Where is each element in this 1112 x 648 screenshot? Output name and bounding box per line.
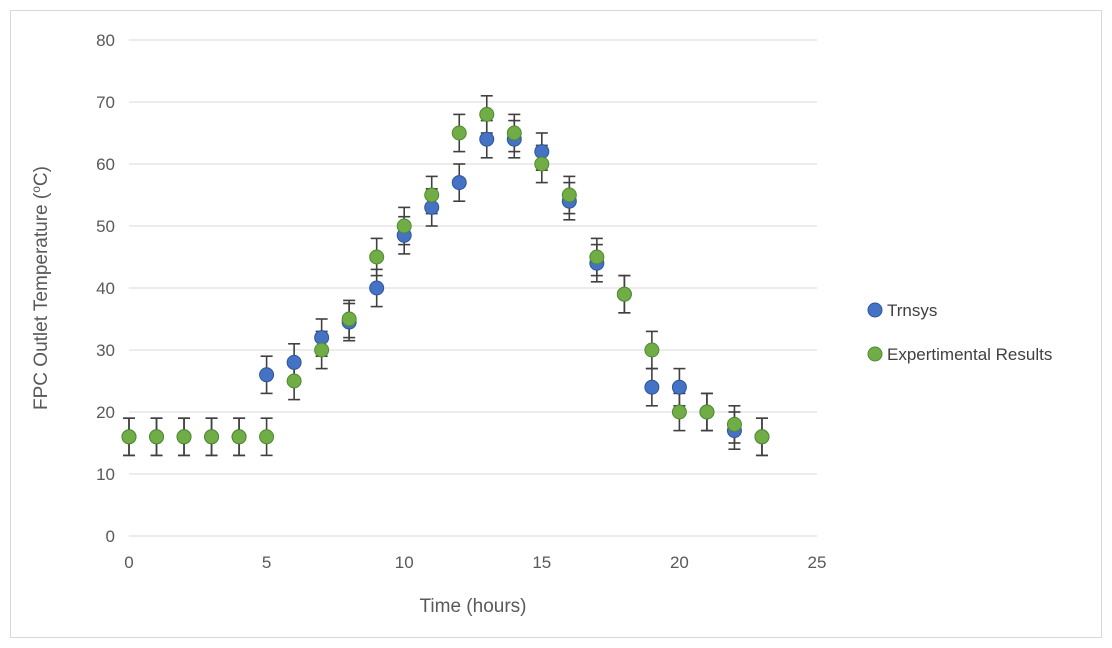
legend-marker-experimental — [867, 346, 883, 362]
experimental-point — [451, 125, 467, 141]
experimental-point — [754, 429, 770, 445]
experimental-point — [699, 404, 715, 420]
y-tick-label: 20 — [96, 403, 115, 422]
y-tick-label: 0 — [106, 527, 115, 546]
x-tick-label: 20 — [670, 553, 689, 572]
x-tick-label: 15 — [532, 553, 551, 572]
y-tick-label: 10 — [96, 465, 115, 484]
y-axis-ticks: 0 10 20 30 40 50 60 70 80 — [96, 31, 115, 546]
x-axis-title: Time (hours) — [420, 596, 527, 617]
x-tick-label: 25 — [808, 553, 827, 572]
experimental-point — [149, 429, 165, 445]
legend-label-experimental: Expertimental Results — [887, 345, 1052, 364]
experimental-point — [561, 187, 577, 203]
legend-marker-trnsys — [867, 302, 883, 318]
legend: Trnsys Expertimental Results — [867, 301, 1052, 364]
experimental-point — [589, 249, 605, 265]
x-tick-label: 10 — [395, 553, 414, 572]
experimental-point — [369, 249, 385, 265]
trnsys-point — [479, 131, 495, 147]
trnsys-point — [369, 280, 385, 296]
x-tick-label: 0 — [124, 553, 133, 572]
x-axis-ticks: 0 5 10 15 20 25 — [124, 553, 826, 572]
y-axis-title: FPC Outlet Temperature (oC) — [29, 166, 52, 410]
y-tick-label: 70 — [96, 93, 115, 112]
experimental-point — [121, 429, 137, 445]
y-tick-label: 30 — [96, 341, 115, 360]
experimental-point — [616, 286, 632, 302]
trnsys-point — [259, 367, 275, 383]
trnsys-point — [451, 175, 467, 191]
y-tick-label: 50 — [96, 217, 115, 236]
error-bars — [123, 95, 768, 457]
trnsys-point — [671, 379, 687, 395]
experimental-point — [396, 218, 412, 234]
experimental-point — [231, 429, 247, 445]
trnsys-point — [644, 379, 660, 395]
scatter-chart: 0 10 20 30 40 50 60 70 80 0 5 10 15 20 25 Time (hours… — [29, 31, 1052, 617]
experimental-point — [644, 342, 660, 358]
experimental-point — [671, 404, 687, 420]
y-tick-label: 80 — [96, 31, 115, 50]
trnsys-point — [286, 354, 302, 370]
chart-area: 0 10 20 30 40 50 60 70 80 0 5 10 15 20 25 Time (hours… — [10, 10, 1102, 638]
experimental-point — [204, 429, 220, 445]
data-points — [121, 106, 770, 445]
experimental-point — [341, 311, 357, 327]
experimental-point — [314, 342, 330, 358]
experimental-point — [424, 187, 440, 203]
x-tick-label: 5 — [262, 553, 271, 572]
experimental-point — [534, 156, 550, 172]
experimental-point — [479, 106, 495, 122]
experimental-point — [176, 429, 192, 445]
gridlines — [129, 39, 817, 537]
experimental-point — [726, 416, 742, 432]
experimental-point — [259, 429, 275, 445]
y-tick-label: 60 — [96, 155, 115, 174]
y-tick-label: 40 — [96, 279, 115, 298]
legend-label-trnsys: Trnsys — [887, 301, 937, 320]
experimental-point — [286, 373, 302, 389]
experimental-point — [506, 125, 522, 141]
